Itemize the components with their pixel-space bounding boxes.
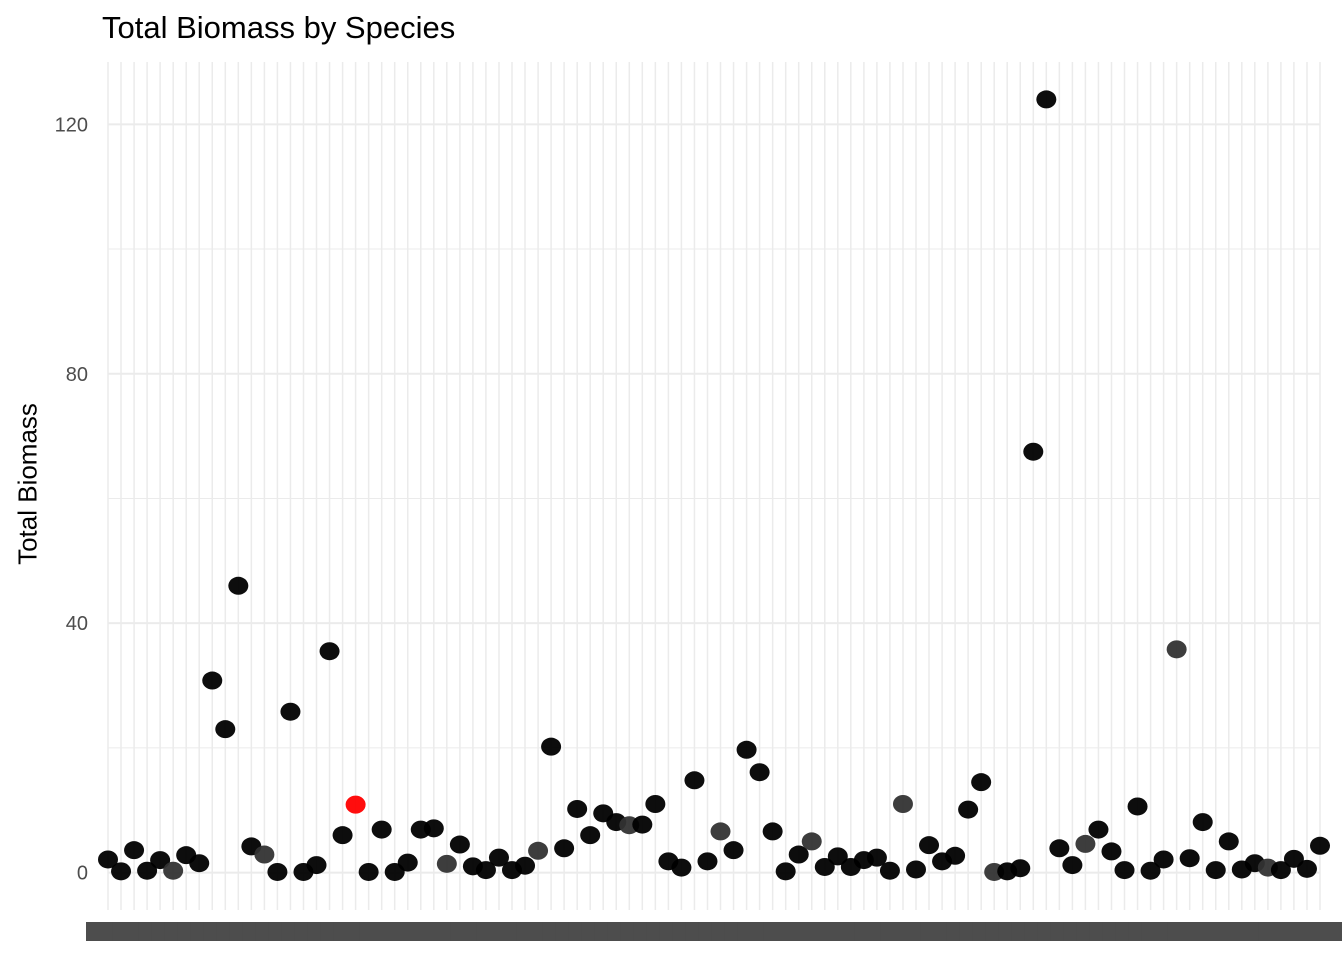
data-point (710, 822, 731, 841)
data-point (332, 826, 353, 845)
data-point (228, 576, 249, 595)
data-point (919, 836, 940, 855)
data-point (632, 815, 653, 834)
data-point (814, 857, 835, 876)
data-point (1153, 850, 1174, 869)
data-point (1218, 832, 1239, 851)
data-point (1101, 842, 1122, 861)
data-point (215, 720, 236, 739)
data-point (697, 852, 718, 871)
data-point (827, 847, 848, 866)
data-point (958, 800, 979, 819)
data-point (1310, 836, 1330, 855)
data-point (671, 858, 692, 877)
data-point (528, 841, 549, 860)
data-point (163, 861, 184, 880)
data-point (254, 845, 275, 864)
data-point (280, 702, 301, 721)
data-point (150, 851, 171, 870)
data-point (98, 850, 118, 869)
x-tick-label (1298, 922, 1342, 941)
data-point (1270, 861, 1291, 880)
y-tick-label: 0 (77, 863, 88, 885)
data-point (749, 763, 770, 782)
data-point (801, 832, 822, 851)
data-point (762, 822, 783, 841)
data-point (397, 853, 418, 872)
data-point (1179, 849, 1200, 868)
data-point (371, 820, 392, 839)
data-point (567, 799, 588, 818)
data-point (111, 862, 132, 881)
data-point (1283, 849, 1304, 868)
data-point (1049, 839, 1070, 858)
data-point (554, 839, 575, 858)
data-point (1140, 861, 1161, 880)
data-point (580, 826, 601, 845)
data-point (124, 841, 145, 860)
y-tick-labels: 0 40 80 120 (55, 114, 88, 884)
data-point (319, 642, 340, 661)
chart-title: Total Biomass by Species (102, 10, 456, 45)
data-point (475, 861, 496, 880)
data-point (736, 740, 757, 759)
y-tick-label: 40 (66, 613, 88, 635)
data-point (1127, 797, 1148, 816)
data-point (306, 856, 327, 875)
data-point (723, 841, 744, 860)
data-point (345, 795, 366, 814)
data-point (1010, 859, 1031, 878)
data-point (515, 856, 536, 875)
data-point (866, 848, 887, 867)
data-point (436, 854, 457, 873)
data-point (788, 845, 809, 864)
data-point (137, 861, 158, 880)
data-point (775, 862, 796, 881)
data-point (202, 671, 223, 690)
y-tick-label: 80 (66, 364, 88, 386)
data-point (358, 862, 379, 881)
data-point (1166, 640, 1187, 659)
data-point (488, 848, 509, 867)
data-point (1296, 859, 1317, 878)
grid-minor (108, 248, 1320, 749)
data-point (945, 846, 966, 865)
data-point (879, 861, 900, 880)
data-point (1075, 834, 1096, 853)
data-point (684, 771, 705, 790)
data-point (645, 795, 666, 813)
data-points (98, 90, 1330, 881)
data-point (541, 737, 562, 756)
grid-major (107, 62, 1321, 910)
data-point (449, 835, 470, 854)
data-point (1192, 813, 1213, 832)
data-point (267, 862, 288, 881)
x-tick-labels (86, 922, 1342, 941)
data-point (971, 773, 992, 792)
y-tick-label: 120 (55, 114, 88, 136)
data-point (906, 860, 926, 879)
data-point (1062, 856, 1083, 875)
data-point (423, 819, 444, 838)
data-point (1088, 820, 1109, 839)
data-point (1205, 861, 1226, 880)
data-point (1023, 442, 1044, 461)
data-point (892, 795, 913, 813)
data-point (1036, 90, 1057, 109)
data-point (1114, 861, 1135, 880)
data-point (189, 854, 210, 873)
